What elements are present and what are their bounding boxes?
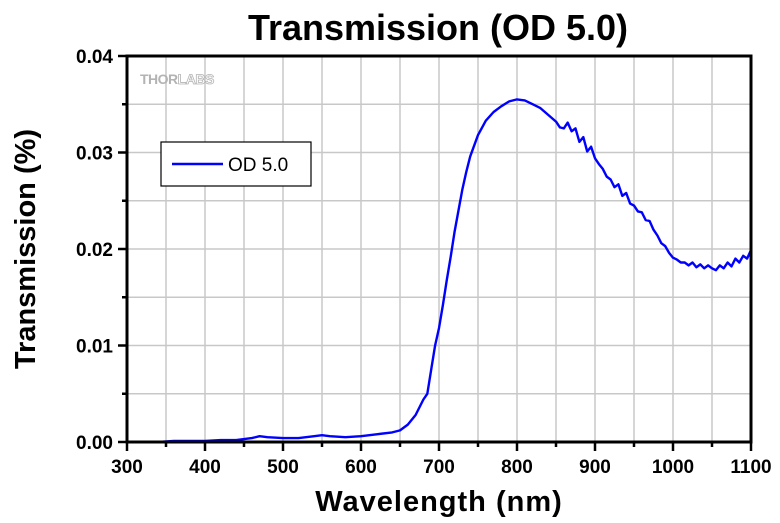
- x-tick-label: 700: [423, 457, 455, 478]
- y-tick-labels: 0.00 0.01 0.02 0.03 0.04: [76, 47, 113, 454]
- x-tick-label: 800: [501, 457, 533, 478]
- legend-label: OD 5.0: [228, 155, 288, 176]
- legend: OD 5.0: [160, 141, 312, 187]
- grid: [127, 56, 751, 442]
- y-tick-label: 0.00: [76, 433, 113, 454]
- x-tick-labels: 300 400 500 600 700 800 900 1000 1100: [111, 457, 771, 478]
- y-tick-label: 0.03: [76, 144, 113, 165]
- x-tick-label: 400: [189, 457, 221, 478]
- x-tick-label: 1000: [652, 457, 694, 478]
- series-layer: [127, 98, 753, 444]
- y-tick-label: 0.04: [76, 47, 113, 68]
- x-axis-label: Wavelength (nm): [315, 486, 563, 518]
- watermark-bold-text: THOR: [140, 71, 178, 87]
- thorlabs-watermark: THORLABS: [140, 71, 215, 88]
- x-tick-label: 600: [345, 457, 377, 478]
- watermark-outline-text: LABS: [178, 71, 214, 87]
- series-line-od-5-0: [127, 98, 753, 444]
- x-tick-label: 300: [111, 457, 143, 478]
- chart-title: Transmission (OD 5.0): [248, 7, 628, 48]
- x-tick-label: 1100: [730, 457, 771, 478]
- y-axis-label: Transmission (%): [10, 129, 42, 369]
- axes: [118, 54, 753, 451]
- svg-text:THORLABS: THORLABS: [140, 71, 214, 87]
- x-tick-label: 900: [579, 457, 611, 478]
- x-tick-label: 500: [267, 457, 299, 478]
- y-tick-label: 0.01: [76, 337, 113, 358]
- y-tick-label: 0.02: [76, 240, 113, 261]
